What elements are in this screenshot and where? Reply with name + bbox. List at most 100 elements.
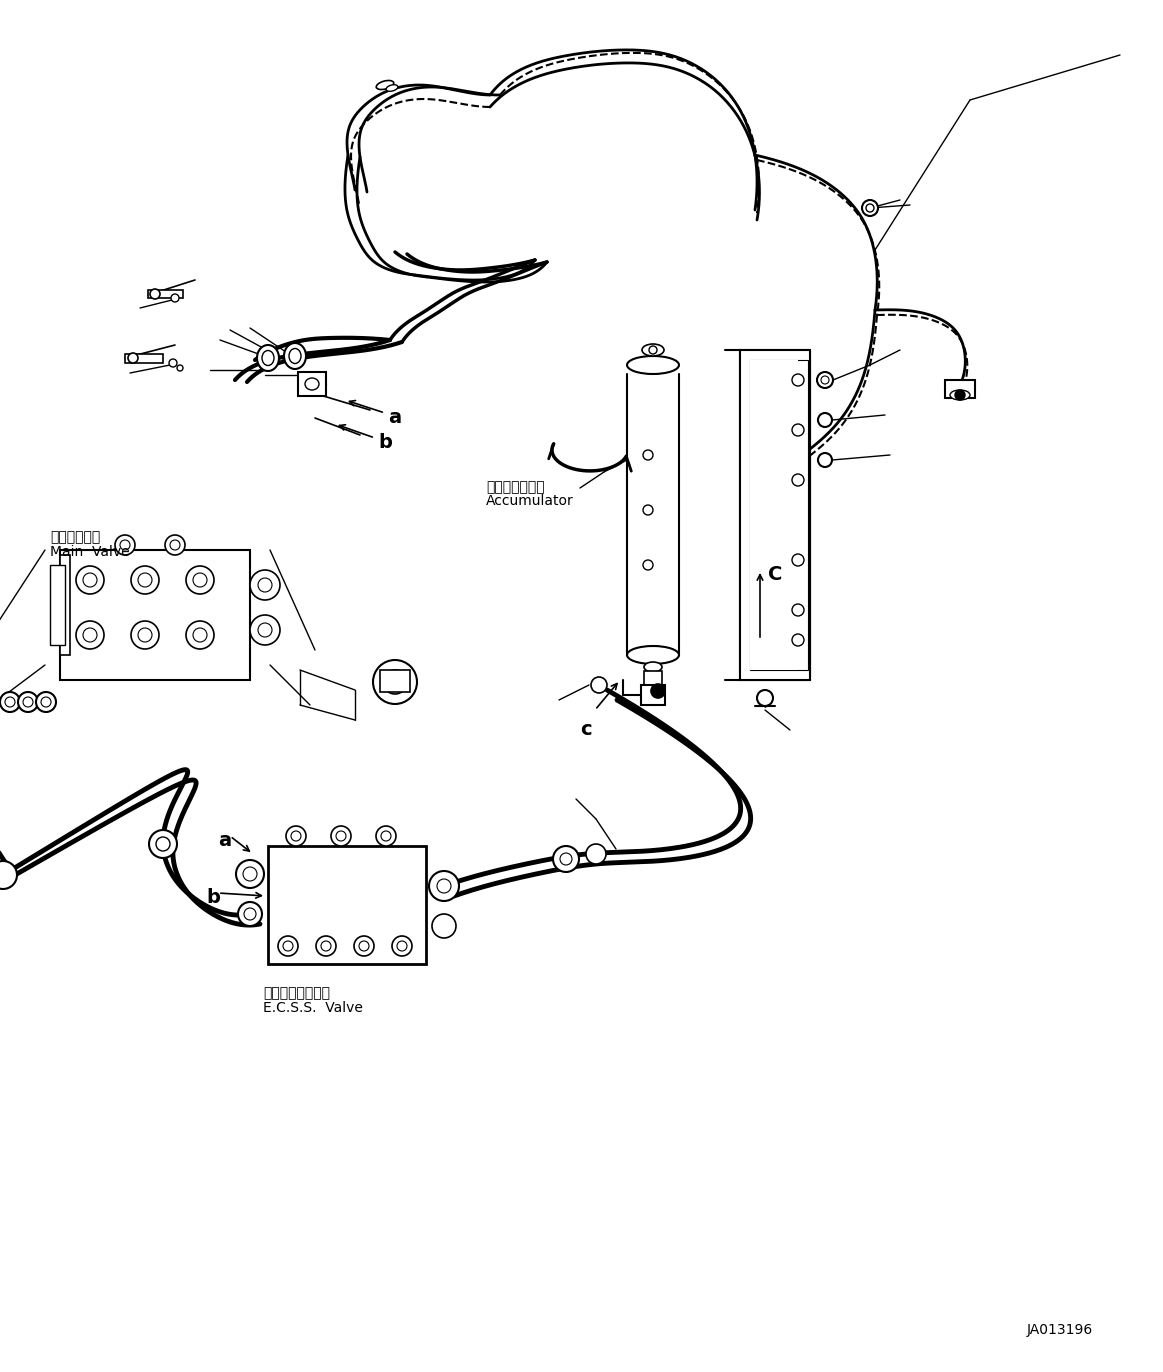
Ellipse shape: [262, 350, 274, 365]
Circle shape: [83, 573, 97, 587]
Circle shape: [186, 622, 214, 649]
Ellipse shape: [950, 390, 970, 401]
Text: C: C: [768, 565, 783, 584]
Circle shape: [283, 941, 293, 951]
Circle shape: [150, 289, 160, 299]
Ellipse shape: [627, 355, 679, 375]
Text: 走行ダンパバルブ: 走行ダンパバルブ: [263, 986, 330, 1000]
Circle shape: [286, 826, 306, 847]
Text: JA013196: JA013196: [1027, 1323, 1093, 1336]
Text: b: b: [378, 434, 392, 451]
Ellipse shape: [642, 344, 664, 355]
Text: Accumulator: Accumulator: [486, 494, 573, 508]
Circle shape: [177, 365, 183, 370]
Circle shape: [258, 623, 272, 637]
Circle shape: [36, 691, 56, 712]
Circle shape: [236, 860, 264, 888]
Bar: [124, 354, 163, 364]
Circle shape: [354, 936, 374, 956]
Circle shape: [193, 628, 207, 642]
Circle shape: [431, 914, 456, 938]
Circle shape: [373, 660, 418, 704]
Bar: [644, 671, 662, 685]
Circle shape: [316, 936, 336, 956]
Bar: [267, 847, 426, 965]
Circle shape: [792, 473, 804, 486]
Text: メインバルブ: メインバルブ: [50, 530, 100, 545]
Circle shape: [429, 871, 459, 901]
Bar: [641, 685, 665, 705]
Circle shape: [862, 200, 878, 215]
Circle shape: [115, 535, 135, 556]
Circle shape: [336, 831, 347, 841]
Circle shape: [955, 390, 965, 401]
Circle shape: [381, 831, 391, 841]
Bar: [740, 350, 809, 681]
Bar: [946, 380, 975, 398]
Circle shape: [17, 691, 38, 712]
Bar: [380, 670, 411, 691]
Bar: [50, 565, 65, 645]
Circle shape: [816, 372, 833, 388]
Circle shape: [792, 604, 804, 616]
Circle shape: [397, 941, 407, 951]
Circle shape: [171, 294, 179, 302]
Circle shape: [321, 941, 331, 951]
Circle shape: [0, 691, 20, 712]
Bar: [60, 550, 250, 681]
Circle shape: [390, 676, 400, 687]
Circle shape: [83, 628, 97, 642]
Circle shape: [792, 634, 804, 646]
Circle shape: [138, 573, 152, 587]
Text: アキュムレータ: アキュムレータ: [486, 480, 544, 494]
Bar: [750, 359, 798, 670]
Circle shape: [649, 346, 657, 354]
Circle shape: [818, 413, 832, 427]
Circle shape: [170, 541, 180, 550]
Circle shape: [792, 554, 804, 567]
Circle shape: [156, 837, 170, 851]
Circle shape: [586, 844, 606, 864]
Circle shape: [643, 560, 652, 569]
Circle shape: [821, 376, 829, 384]
Circle shape: [5, 697, 15, 707]
Circle shape: [76, 567, 104, 594]
Ellipse shape: [305, 379, 319, 390]
Circle shape: [165, 535, 185, 556]
Circle shape: [552, 847, 579, 873]
Circle shape: [128, 353, 138, 364]
Circle shape: [138, 628, 152, 642]
Circle shape: [149, 830, 177, 858]
Circle shape: [258, 578, 272, 591]
Circle shape: [757, 690, 773, 707]
Ellipse shape: [284, 343, 306, 369]
Circle shape: [383, 670, 407, 694]
Circle shape: [331, 826, 351, 847]
Text: c: c: [580, 720, 592, 740]
Circle shape: [792, 375, 804, 386]
Circle shape: [376, 826, 395, 847]
Circle shape: [643, 450, 652, 460]
Circle shape: [278, 936, 298, 956]
Circle shape: [243, 867, 257, 881]
Circle shape: [591, 676, 607, 693]
Circle shape: [120, 541, 130, 550]
Circle shape: [169, 359, 177, 366]
Bar: [750, 359, 808, 670]
Circle shape: [643, 505, 652, 514]
Circle shape: [238, 901, 262, 926]
Bar: [298, 372, 326, 397]
Circle shape: [561, 853, 572, 864]
Circle shape: [651, 685, 665, 698]
Circle shape: [437, 879, 451, 893]
Circle shape: [250, 615, 280, 645]
Circle shape: [359, 941, 369, 951]
Circle shape: [392, 936, 412, 956]
Circle shape: [76, 622, 104, 649]
Circle shape: [792, 424, 804, 436]
Ellipse shape: [644, 663, 662, 672]
Ellipse shape: [257, 344, 279, 370]
Circle shape: [23, 697, 33, 707]
Text: a: a: [217, 831, 231, 851]
Circle shape: [0, 862, 17, 889]
